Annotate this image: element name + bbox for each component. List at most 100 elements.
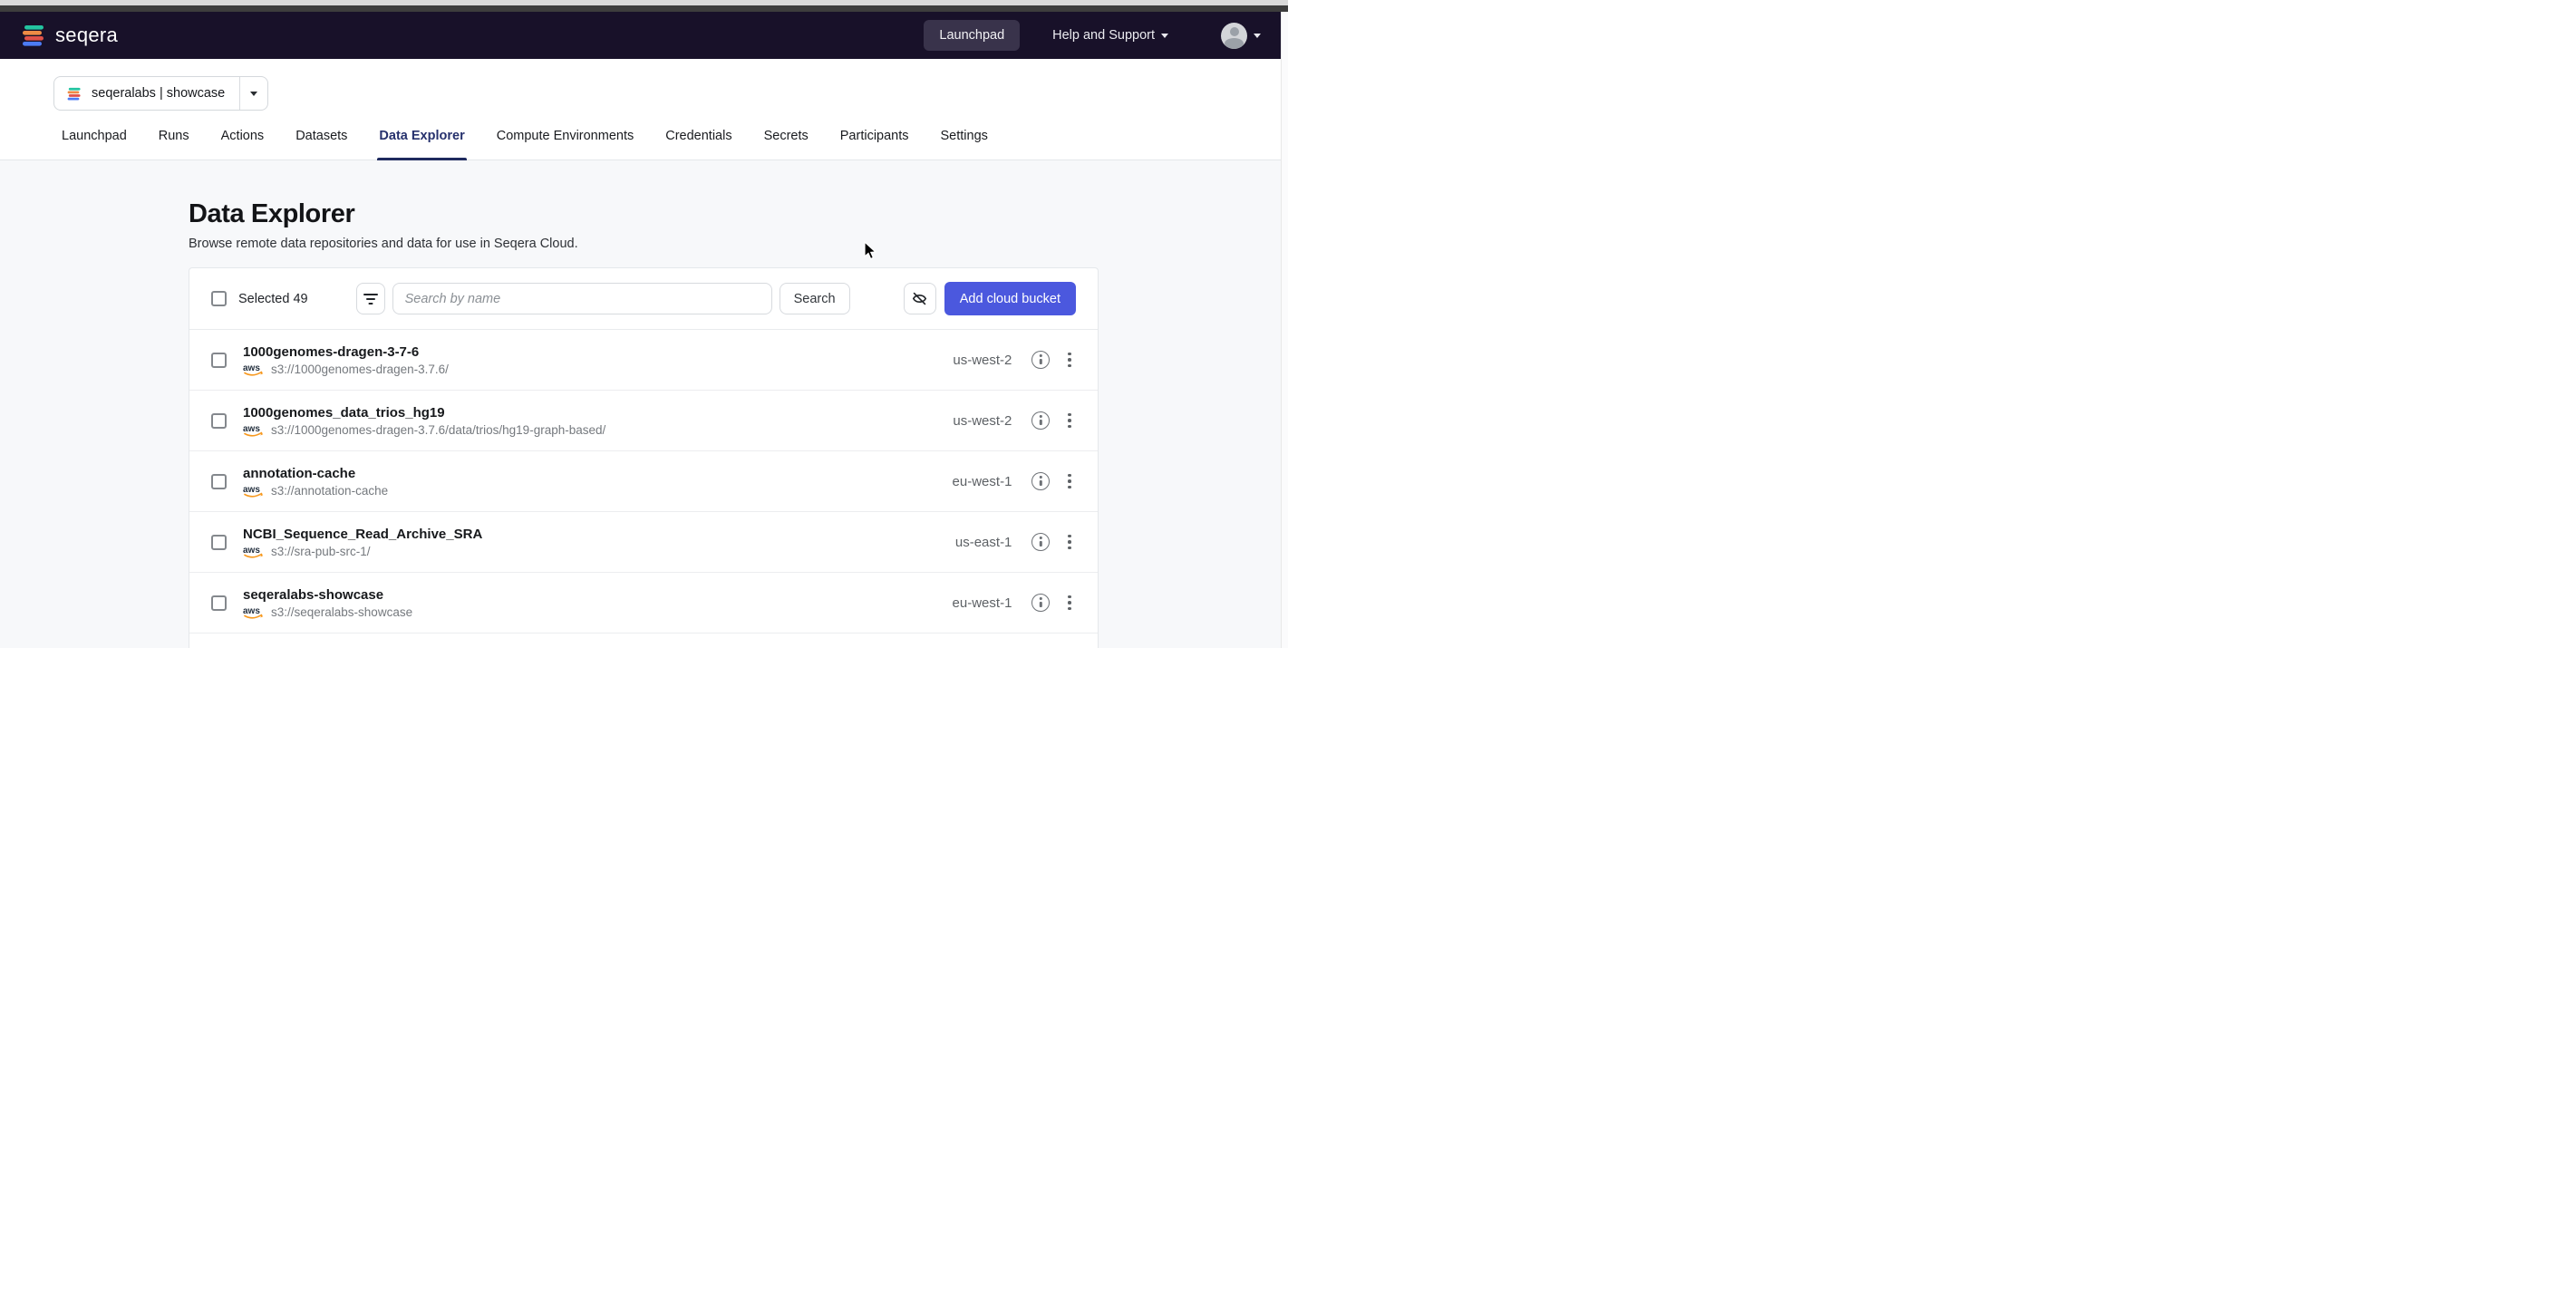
- bucket-row[interactable]: annotation-cache aws s3://annotation-cac…: [189, 451, 1098, 512]
- aws-icon: aws: [243, 423, 265, 437]
- bucket-region: us-east-1: [954, 534, 1012, 550]
- kebab-menu-icon[interactable]: [1063, 471, 1076, 492]
- bucket-url: s3://seqeralabs-showcase: [271, 604, 413, 619]
- kebab-menu-icon[interactable]: [1063, 411, 1076, 431]
- workspace-tabs: Launchpad Runs Actions Datasets Data Exp…: [60, 127, 990, 160]
- data-explorer-page: seqera Launchpad Help and Support: [0, 0, 1288, 648]
- bucket-url: s3://1000genomes-dragen-3.7.6/data/trios…: [271, 422, 606, 437]
- help-and-support-label: Help and Support: [1052, 28, 1155, 43]
- bucket-url: s3://1000genomes-dragen-3.7.6/: [271, 362, 449, 376]
- tab-runs[interactable]: Runs: [157, 127, 191, 160]
- tab-label: Credentials: [665, 129, 732, 143]
- search-button[interactable]: Search: [779, 283, 850, 314]
- bucket-region: us-west-2: [953, 412, 1012, 429]
- filter-button[interactable]: [355, 283, 385, 314]
- bucket-name-link[interactable]: 1000genomes-dragen-3-7-6: [243, 343, 420, 360]
- toggle-hidden-buckets-button[interactable]: [903, 283, 936, 314]
- kebab-menu-icon[interactable]: [1063, 593, 1076, 614]
- bucket-name-link[interactable]: NCBI_Sequence_Read_Archive_SRA: [243, 526, 483, 542]
- tab-label: Runs: [158, 129, 189, 143]
- svg-text:aws: aws: [243, 363, 260, 373]
- tab-secrets[interactable]: Secrets: [762, 127, 810, 160]
- bucket-row[interactable]: 1000genomes-dragen-3-7-6 aws s3://1000ge…: [189, 330, 1098, 391]
- bucket-url: s3://annotation-cache: [271, 483, 389, 498]
- row-checkbox[interactable]: [211, 473, 227, 489]
- info-icon[interactable]: [1031, 411, 1051, 430]
- info-icon[interactable]: [1031, 472, 1051, 490]
- info-icon[interactable]: [1031, 351, 1051, 369]
- row-checkbox[interactable]: [211, 595, 227, 611]
- user-menu[interactable]: [1221, 22, 1261, 49]
- bucket-name-link[interactable]: 1000genomes_data_trios_hg19: [243, 404, 445, 421]
- info-icon[interactable]: [1031, 594, 1051, 612]
- row-checkbox[interactable]: [211, 412, 227, 429]
- add-cloud-bucket-button[interactable]: Add cloud bucket: [944, 282, 1076, 315]
- bucket-row[interactable]: NCBI_Sequence_Read_Archive_SRA aws s3://…: [189, 512, 1098, 573]
- bucket-row[interactable]: seqeralabs-showcase aws s3://seqeralabs-…: [189, 573, 1098, 633]
- kebab-menu-icon[interactable]: [1063, 350, 1076, 371]
- launchpad-button[interactable]: Launchpad: [924, 20, 1021, 51]
- bucket-info: 1000genomes-dragen-3-7-6 aws s3://1000ge…: [243, 344, 912, 376]
- bucket-region: eu-west-1: [952, 473, 1012, 489]
- tab-label: Datasets: [295, 129, 348, 143]
- bucket-name-link[interactable]: annotation-cache: [243, 465, 356, 481]
- filter-icon: [363, 293, 378, 305]
- bucket-name-link[interactable]: seqeralabs-showcase: [243, 586, 384, 603]
- avatar[interactable]: [1221, 22, 1247, 49]
- seqera-logo-icon: [22, 23, 47, 48]
- workspace-selector[interactable]: seqeralabs | showcase: [53, 76, 269, 111]
- tab-launchpad[interactable]: Launchpad: [60, 127, 129, 160]
- bucket-info: annotation-cache aws s3://annotation-cac…: [243, 466, 912, 498]
- brand-name: seqera: [55, 24, 119, 46]
- tab-data-explorer[interactable]: Data Explorer: [377, 127, 468, 160]
- buckets-toolbar: Selected 49 Search Add cloud bucket: [189, 268, 1098, 330]
- bucket-info: seqeralabs-showcase aws s3://seqeralabs-…: [243, 587, 912, 619]
- select-all-checkbox[interactable]: [211, 291, 227, 306]
- page-title: Data Explorer: [189, 199, 355, 228]
- bucket-region: us-west-2: [953, 352, 1012, 368]
- tab-label: Data Explorer: [379, 129, 465, 143]
- bucket-url: s3://sra-pub-src-1/: [271, 544, 371, 558]
- bucket-info: NCBI_Sequence_Read_Archive_SRA aws s3://…: [243, 527, 912, 558]
- divider: [239, 77, 241, 110]
- workspace-selected-label: seqeralabs | showcase: [92, 86, 226, 101]
- chevron-down-icon: [1161, 33, 1168, 38]
- svg-text:aws: aws: [243, 424, 260, 434]
- row-checkbox[interactable]: [211, 534, 227, 550]
- bucket-info: 1000genomes_data_trios_hg19 aws s3://100…: [243, 405, 912, 437]
- tab-label: Compute Environments: [496, 129, 634, 143]
- tab-settings[interactable]: Settings: [939, 127, 990, 160]
- info-icon[interactable]: [1031, 533, 1051, 551]
- tab-actions[interactable]: Actions: [219, 127, 266, 160]
- svg-text:aws: aws: [243, 606, 260, 616]
- kebab-menu-icon[interactable]: [1063, 532, 1076, 553]
- tab-label: Settings: [940, 129, 988, 143]
- help-and-support-menu[interactable]: Help and Support: [1052, 28, 1168, 43]
- tab-credentials[interactable]: Credentials: [663, 127, 733, 160]
- tab-label: Actions: [220, 129, 265, 143]
- search-input[interactable]: [392, 283, 772, 314]
- workspace-dropdown-toggle[interactable]: [240, 91, 267, 96]
- row-checkbox[interactable]: [211, 352, 227, 368]
- bucket-region: eu-west-1: [952, 595, 1012, 611]
- selected-count-label: Selected 49: [238, 291, 308, 306]
- bucket-row[interactable]: tcga-2-open aws us-east-1: [189, 633, 1098, 648]
- scrollbar[interactable]: [1281, 12, 1288, 648]
- eye-off-icon: [911, 290, 928, 307]
- aws-icon: aws: [243, 484, 265, 498]
- bucket-subline: aws s3://1000genomes-dragen-3.7.6/: [243, 363, 912, 376]
- workspace-org-icon: [67, 86, 82, 102]
- aws-icon: aws: [243, 605, 265, 619]
- tab-participants[interactable]: Participants: [838, 127, 911, 160]
- bucket-row[interactable]: 1000genomes_data_trios_hg19 aws s3://100…: [189, 391, 1098, 451]
- bucket-subline: aws s3://sra-pub-src-1/: [243, 545, 912, 558]
- tab-compute-environments[interactable]: Compute Environments: [495, 127, 636, 160]
- browser-dark-strip: [0, 5, 1288, 12]
- browser-top-strip: [0, 0, 1288, 5]
- svg-text:aws: aws: [243, 485, 260, 495]
- page-subtitle: Browse remote data repositories and data…: [189, 237, 578, 251]
- tab-datasets[interactable]: Datasets: [294, 127, 349, 160]
- seqera-logo[interactable]: seqera: [22, 23, 118, 48]
- bucket-subline: aws s3://annotation-cache: [243, 484, 912, 498]
- chevron-down-icon: [250, 91, 258, 96]
